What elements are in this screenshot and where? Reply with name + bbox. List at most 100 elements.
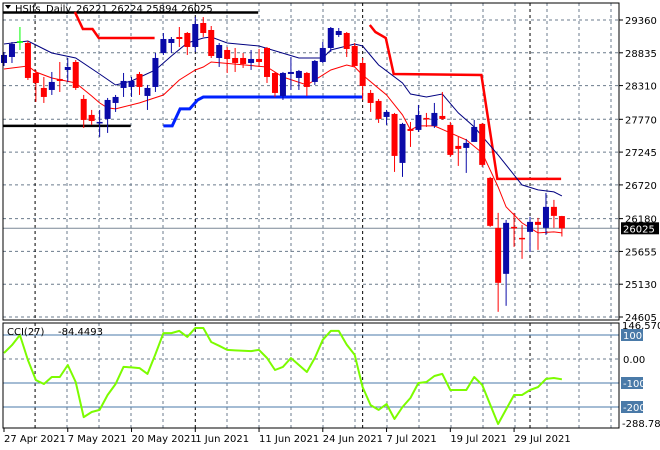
candle-body	[295, 70, 302, 78]
cci-panel-frame	[2, 322, 620, 429]
cci-level-badge	[621, 329, 643, 341]
candle-body	[375, 100, 382, 119]
cci-level-label: -200	[623, 403, 646, 414]
cci-axis-min: -288.785	[622, 419, 660, 430]
candle-body	[423, 117, 430, 120]
ohlc-readout: 26221 26224 25894 26025	[76, 4, 213, 15]
candle-body	[72, 61, 79, 88]
candle-body	[168, 38, 175, 43]
date-label: 27 Apr 2021	[4, 434, 66, 445]
cci-line	[3, 327, 563, 425]
cci-value: -84.4493	[58, 327, 103, 338]
candle-body	[56, 78, 63, 81]
candle-body	[527, 221, 534, 232]
candle-body	[503, 222, 510, 274]
candle-body	[287, 71, 294, 74]
candle-body	[463, 142, 470, 148]
support-step-line	[163, 95, 363, 128]
candle-body	[399, 123, 406, 163]
candle-body	[232, 57, 239, 63]
date-label: 24 Jun 2021	[323, 434, 383, 445]
price-tick-label: 26720	[625, 181, 657, 192]
candle-body	[407, 128, 414, 131]
candle-body	[104, 99, 111, 119]
date-label: 29 Jul 2021	[514, 434, 571, 445]
candle-body	[495, 227, 502, 283]
candle-body	[192, 23, 199, 47]
candle-body	[144, 87, 151, 96]
candle-body	[519, 237, 526, 240]
price-tick-label: 27770	[625, 115, 657, 126]
candle-body	[327, 27, 334, 48]
date-label: 19 Jul 2021	[450, 434, 507, 445]
candle-body	[542, 206, 549, 228]
price-tick-label: 26180	[625, 215, 657, 226]
date-label: 7 Jul 2021	[387, 434, 437, 445]
candle-body	[176, 36, 183, 39]
cci-title: CCI(27)	[7, 327, 45, 338]
candle-body	[40, 87, 47, 97]
candle-body	[343, 32, 350, 49]
candle-body	[550, 206, 557, 216]
cci-level-label: -100	[623, 379, 646, 390]
candle-body	[487, 177, 494, 226]
candle-body	[88, 114, 95, 121]
candle-body	[80, 98, 87, 120]
candle-body	[311, 60, 318, 82]
price-tick-label: 24605	[625, 313, 657, 324]
candle-body	[96, 121, 103, 124]
resistance-step-line	[73, 11, 155, 40]
candle-body	[383, 111, 390, 117]
symbol-label: HSIfs	[15, 4, 41, 15]
candle-body	[8, 43, 15, 57]
candle-body	[152, 57, 159, 87]
price-tick-label: 29360	[625, 16, 657, 27]
date-label: 7 May 2021	[68, 434, 127, 445]
price-tick-label: 28310	[625, 82, 657, 93]
cci-level-badge	[621, 401, 643, 413]
candle-body	[439, 115, 446, 119]
candle-body	[216, 44, 223, 58]
date-label: 1 Jun 2021	[195, 434, 249, 445]
candle-body	[224, 49, 231, 59]
candle-body	[120, 80, 127, 88]
candle-body	[471, 126, 478, 142]
cci-panel: 100 -100 -200 146.5705 0.00 -288.785	[3, 321, 660, 430]
candle-body	[208, 29, 215, 56]
cci-axis-zero: 0.00	[623, 355, 645, 366]
candle-body	[240, 57, 247, 64]
candle-body	[64, 66, 71, 70]
timeframe-label: Daily	[46, 4, 71, 15]
candle-body	[128, 80, 135, 87]
candle-body	[479, 123, 486, 165]
grid	[3, 3, 619, 428]
date-label: 11 Jun 2021	[259, 434, 319, 445]
chart-header: HSIfs Daily 26221 26224 25894 26025	[5, 4, 213, 15]
dropdown-triangle-icon[interactable]	[5, 5, 11, 9]
slow-moving-average-line	[3, 36, 563, 197]
cci-level-badge	[621, 377, 643, 389]
candle-body	[112, 96, 119, 103]
candle-body	[200, 22, 207, 33]
candle-body	[264, 47, 271, 77]
candle-body	[391, 113, 398, 156]
current-price-label: 26025	[623, 224, 655, 235]
candle-body	[359, 62, 366, 86]
candle-body	[24, 42, 31, 78]
candle-body	[1, 54, 7, 63]
price-tick-label: 25130	[625, 280, 657, 291]
candles	[1, 17, 565, 312]
candle-body	[303, 72, 310, 87]
candle-body	[32, 72, 39, 83]
candle-body	[136, 73, 143, 87]
candle-body	[367, 92, 374, 103]
candle-body	[160, 38, 167, 53]
panel-frames	[2, 2, 620, 429]
candle-body	[271, 72, 278, 93]
price-tick-label: 27245	[625, 148, 657, 159]
candle-body	[184, 32, 191, 47]
price-tick-label: 28835	[625, 49, 657, 60]
candle-body	[256, 58, 263, 62]
